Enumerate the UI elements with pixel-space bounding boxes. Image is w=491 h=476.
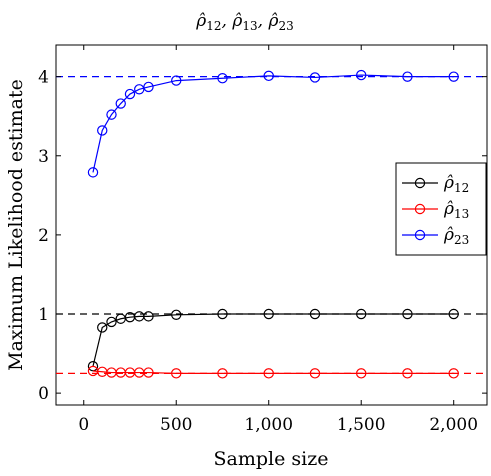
legend-label-symbol: ρ̂: [443, 225, 454, 245]
data-point-23: [217, 73, 228, 84]
legend-label-symbol: ρ̂: [443, 173, 454, 193]
series-line-13: [92, 370, 454, 374]
title-subscript: 12: [206, 19, 221, 33]
legend-label-subscript: 13: [454, 207, 469, 221]
series-line-23: [92, 74, 454, 173]
data-point-13: [402, 368, 413, 379]
legend-label-12: ρ̂12: [443, 173, 469, 195]
title-separator: ,: [222, 11, 233, 31]
title-symbol: ρ̂: [267, 11, 278, 31]
data-point-23: [106, 109, 117, 120]
data-point-23: [124, 88, 136, 100]
legend-label-13: ρ̂13: [443, 199, 469, 221]
data-point-13: [171, 368, 182, 379]
data-point-13: [356, 368, 367, 379]
data-point-23: [309, 72, 321, 83]
data-point-12: [217, 308, 228, 320]
legend-label-symbol: ρ̂: [443, 199, 454, 219]
data-point-23: [115, 98, 126, 109]
data-point-23: [402, 71, 413, 82]
x-tick-label: 2,000: [429, 415, 478, 435]
y-axis-label: Maximum Likelihood estimate: [5, 79, 27, 371]
title-symbol: ρ̂: [195, 11, 206, 31]
legend-label-23: ρ̂23: [443, 225, 469, 247]
title-subscript: 23: [278, 19, 293, 33]
data-point-23: [171, 75, 182, 86]
data-point-23: [263, 70, 274, 82]
data-point-23: [97, 125, 108, 136]
data-point-12: [263, 308, 274, 320]
plot-frame: [55, 44, 488, 406]
data-point-23: [134, 84, 145, 95]
data-point-12: [448, 308, 459, 320]
data-point-12: [356, 308, 367, 320]
legend-marker-23: [414, 229, 426, 241]
data-point-13: [309, 368, 321, 379]
data-point-23: [448, 71, 459, 82]
data-point-23: [87, 167, 99, 178]
x-tick-label: 0: [78, 415, 89, 435]
data-point-13: [448, 368, 459, 379]
data-point-12: [106, 316, 117, 328]
data-point-12: [97, 322, 108, 333]
data-point-23: [356, 69, 367, 81]
data-point-12: [87, 361, 99, 372]
legend-label-subscript: 23: [454, 233, 469, 247]
y-tick-label: 1: [38, 305, 49, 325]
legend-marker-13: [414, 203, 426, 215]
y-tick-label: 4: [38, 68, 49, 88]
legend-label-subscript: 12: [454, 181, 469, 195]
legend-marker-12: [414, 177, 426, 189]
title-symbol: ρ̂: [231, 11, 242, 31]
legend: ρ̂12ρ̂13ρ̂23: [395, 162, 487, 256]
x-axis-label: Sample size: [214, 448, 329, 470]
data-point-13: [143, 367, 154, 378]
y-tick-label: 0: [38, 384, 49, 404]
data-point-23: [143, 81, 154, 93]
data-point-13: [217, 368, 228, 379]
series-line-12: [92, 313, 454, 367]
chart-title: ρ̂12, ρ̂13, ρ̂23: [195, 11, 293, 33]
data-point-13: [263, 368, 274, 379]
x-tick-label: 1,500: [337, 415, 386, 435]
x-tick-label: 1,000: [244, 415, 293, 435]
data-point-12: [143, 311, 154, 322]
x-tick-label: 500: [160, 415, 192, 435]
y-tick-label: 2: [38, 226, 49, 246]
y-tick-label: 3: [38, 147, 49, 167]
title-subscript: 13: [242, 19, 257, 33]
data-point-12: [309, 308, 321, 320]
data-point-12: [402, 308, 413, 320]
title-separator: ,: [258, 11, 269, 31]
data-point-12: [171, 309, 182, 321]
